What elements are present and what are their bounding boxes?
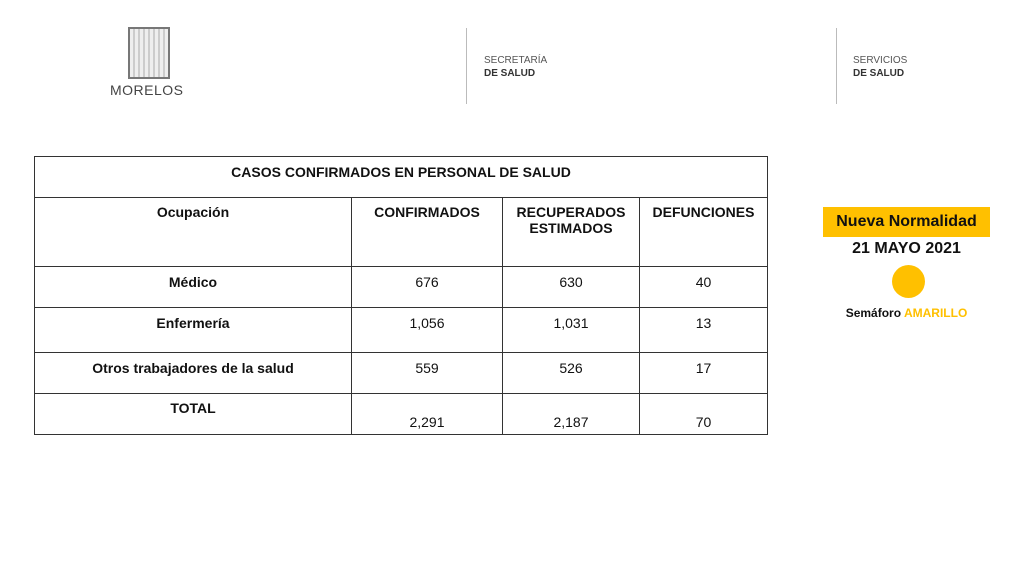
cell: 2,187 (502, 393, 640, 435)
status-badge: Nueva Normalidad (823, 207, 990, 237)
cases-table: CASOS CONFIRMADOS EN PERSONAL DE SALUD O… (34, 156, 768, 435)
divider (836, 28, 837, 104)
semaforo-text: Semáforo (845, 306, 902, 320)
table-row: Enfermería 1,056 1,031 13 (34, 307, 768, 353)
semaforo-label: Semáforo AMARILLO (823, 306, 990, 320)
semaforo-level: AMARILLO (903, 306, 968, 320)
org-line: SECRETARÍA (484, 55, 548, 66)
logo-text: MORELOS (110, 82, 184, 98)
table-row: Médico 676 630 40 (34, 266, 768, 308)
cell: 630 (502, 266, 640, 308)
cell: 676 (351, 266, 503, 308)
cell: 1,056 (351, 307, 503, 353)
org-servicios: SERVICIOS DE SALUD (853, 54, 907, 80)
column-header: DEFUNCIONES (639, 197, 768, 267)
table-title: CASOS CONFIRMADOS EN PERSONAL DE SALUD (34, 156, 768, 198)
cell: 70 (639, 393, 768, 435)
cell: Enfermería (34, 307, 352, 353)
column-header: CONFIRMADOS (351, 197, 503, 267)
cell: 17 (639, 352, 768, 394)
column-header: Ocupación (34, 197, 352, 267)
org-secretaria: SECRETARÍA DE SALUD (484, 54, 547, 80)
table-row: Otros trabajadores de la salud 559 526 17 (34, 352, 768, 394)
divider (466, 28, 467, 104)
org-line: SERVICIOS (853, 55, 908, 66)
org-line: DE SALUD (853, 68, 905, 79)
cell: 13 (639, 307, 768, 353)
status-date: 21 MAYO 2021 (852, 240, 961, 257)
cell: 2,291 (351, 393, 503, 435)
org-line: DE SALUD (484, 68, 536, 79)
table-row-total: TOTAL 2,291 2,187 70 (34, 393, 768, 435)
traffic-light-dot-icon (892, 265, 925, 298)
cell: TOTAL (34, 393, 352, 435)
cell: Otros trabajadores de la salud (34, 352, 352, 394)
cell: 40 (639, 266, 768, 308)
column-header: RECUPERADOS ESTIMADOS (502, 197, 640, 267)
cell: Médico (34, 266, 352, 308)
cell: 559 (351, 352, 503, 394)
cell: 526 (502, 352, 640, 394)
cell: 1,031 (502, 307, 640, 353)
morelos-seal-logo (128, 27, 170, 79)
